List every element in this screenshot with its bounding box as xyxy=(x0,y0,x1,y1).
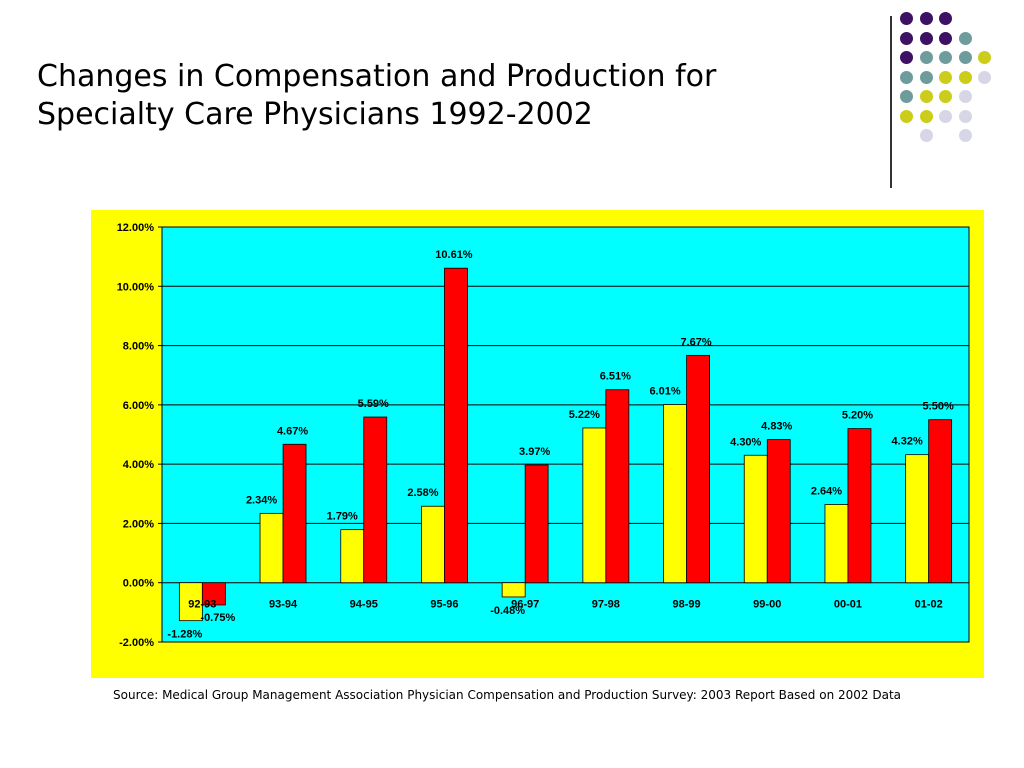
decorative-dot xyxy=(939,12,952,25)
data-label: 4.30% xyxy=(730,436,761,448)
bar-chart: 12.00% 10.00% 8.00% 6.00% 4.00% 2.00% 0.00% -2.… xyxy=(117,222,970,649)
bar xyxy=(259,512,284,584)
bar xyxy=(663,404,687,584)
data-label: 1.79% xyxy=(327,511,358,523)
vertical-divider xyxy=(890,16,892,188)
decorative-dot xyxy=(900,90,913,103)
slide-title: Changes in Compensation and Production f… xyxy=(37,59,717,132)
y-tick-label: 12.00% xyxy=(117,222,155,234)
data-label: 5.59% xyxy=(358,398,389,410)
x-tick-label: 96-97 xyxy=(511,599,539,611)
bar xyxy=(582,427,607,584)
data-label: 5.20% xyxy=(842,410,873,422)
decorative-dot xyxy=(939,31,952,45)
data-label: 4.83% xyxy=(761,421,792,433)
chart-frame: 12.00% 10.00% 8.00% 6.00% 4.00% 2.00% 0.00% -2.… xyxy=(91,210,984,678)
bar xyxy=(743,454,768,584)
x-tick-label: 99-00 xyxy=(753,599,781,611)
decorative-dot xyxy=(939,70,952,84)
data-label: 10.61% xyxy=(435,249,473,261)
decorative-dot xyxy=(958,51,972,64)
y-tick-label: 6.00% xyxy=(123,400,154,412)
decorative-dot xyxy=(919,70,933,84)
x-tick-label: 97-98 xyxy=(592,599,620,611)
data-label: -1.28% xyxy=(167,629,202,641)
bar xyxy=(421,505,445,584)
decorative-dot xyxy=(958,31,972,45)
decorative-dot xyxy=(939,109,952,123)
data-label: -0.48% xyxy=(490,605,525,617)
bar xyxy=(201,582,226,606)
data-label: 2.64% xyxy=(811,485,842,497)
data-label: 6.01% xyxy=(649,386,680,398)
decorative-dot xyxy=(919,129,933,142)
decorative-dot xyxy=(958,70,972,84)
bar xyxy=(905,454,930,584)
data-label: 6.51% xyxy=(600,371,631,383)
decorative-dot xyxy=(900,51,913,64)
decorative-dot xyxy=(958,90,972,103)
y-tick-label: 2.00% xyxy=(123,518,154,530)
data-label: 5.22% xyxy=(569,409,600,421)
bar xyxy=(605,389,630,584)
y-tick-label: -2.00% xyxy=(119,637,154,649)
decorative-dot xyxy=(958,129,972,142)
decorative-dot xyxy=(919,31,933,45)
x-tick-label: 94-95 xyxy=(350,599,378,611)
decorative-dot xyxy=(900,109,913,123)
y-tick-label: 0.00% xyxy=(123,578,154,590)
bar xyxy=(340,529,365,584)
decorative-dot xyxy=(978,51,991,64)
bar xyxy=(363,416,388,584)
y-tick-label: 4.00% xyxy=(123,459,154,471)
data-label: -0.75% xyxy=(200,612,235,624)
decorative-dot xyxy=(900,12,913,25)
source-note: Source: Medical Group Management Associa… xyxy=(113,688,902,702)
decorative-dot xyxy=(919,12,933,25)
decorative-dot xyxy=(919,90,933,103)
data-label: 5.50% xyxy=(923,401,954,413)
bar xyxy=(824,504,849,584)
bar xyxy=(501,582,526,598)
bar xyxy=(686,354,710,584)
x-tick-label: 92-93 xyxy=(188,599,216,611)
decorative-dot xyxy=(939,90,952,103)
bar xyxy=(928,419,953,584)
x-tick-label: 98-99 xyxy=(672,599,700,611)
bar xyxy=(766,439,791,584)
data-label: 4.32% xyxy=(892,436,923,448)
bar xyxy=(282,443,307,584)
x-tick-label: 01-02 xyxy=(915,599,943,611)
decorative-dot xyxy=(919,51,933,64)
bar xyxy=(524,464,549,584)
x-tick-label: 00-01 xyxy=(834,599,862,611)
y-tick-label: 10.00% xyxy=(117,281,155,293)
decorative-dot xyxy=(900,70,913,84)
bar xyxy=(444,267,468,584)
decorative-dot xyxy=(939,51,952,64)
x-tick-label: 95-96 xyxy=(430,599,458,611)
decorative-dot xyxy=(978,70,991,84)
data-label: 4.67% xyxy=(277,425,308,437)
decorative-dot xyxy=(900,31,913,45)
data-label: 3.97% xyxy=(519,446,550,458)
decorative-dot xyxy=(958,109,972,123)
data-label: 2.34% xyxy=(246,494,277,506)
x-tick-label: 93-94 xyxy=(269,599,298,611)
y-tick-label: 8.00% xyxy=(123,341,154,353)
bar xyxy=(847,428,872,584)
data-label: 7.67% xyxy=(680,336,711,348)
data-label: 2.58% xyxy=(407,487,438,499)
decorative-dot xyxy=(919,109,933,123)
